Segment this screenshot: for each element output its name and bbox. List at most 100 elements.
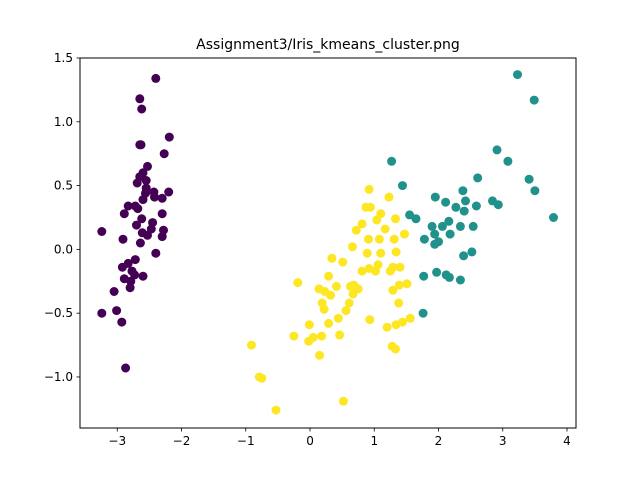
data-point bbox=[402, 279, 412, 289]
data-point bbox=[524, 174, 534, 184]
x-axis: −3 −2 −1 0 1 2 3 4 bbox=[108, 428, 571, 448]
data-point bbox=[373, 260, 383, 270]
data-points bbox=[97, 70, 558, 415]
data-point bbox=[136, 140, 146, 150]
data-point bbox=[143, 230, 152, 240]
data-point bbox=[394, 280, 404, 290]
data-point bbox=[315, 350, 325, 360]
data-point bbox=[132, 220, 141, 230]
y-axis: −1.0 −0.5 0.0 0.5 1.0 1.5 bbox=[44, 51, 80, 384]
data-point bbox=[459, 251, 469, 261]
data-point bbox=[430, 229, 440, 239]
x-tick-label: 0 bbox=[306, 434, 314, 448]
data-point bbox=[137, 104, 147, 114]
data-point bbox=[461, 196, 470, 206]
data-point bbox=[164, 187, 174, 197]
data-point bbox=[380, 224, 390, 234]
data-point bbox=[444, 272, 454, 282]
data-point bbox=[304, 336, 314, 346]
data-point bbox=[445, 229, 455, 239]
data-point bbox=[357, 219, 367, 229]
data-point bbox=[138, 271, 148, 281]
data-point bbox=[382, 322, 392, 332]
data-point bbox=[427, 221, 437, 231]
data-point bbox=[118, 234, 128, 244]
data-point bbox=[384, 192, 394, 202]
data-point bbox=[530, 186, 540, 196]
data-point bbox=[327, 253, 337, 263]
x-tick-label: 3 bbox=[499, 434, 507, 448]
data-point bbox=[471, 201, 481, 211]
y-tick-label: 1.5 bbox=[54, 51, 73, 65]
data-point bbox=[159, 149, 169, 159]
data-point bbox=[492, 145, 502, 155]
data-point bbox=[130, 255, 140, 265]
data-point bbox=[391, 247, 401, 257]
data-point bbox=[388, 285, 398, 295]
data-point bbox=[143, 161, 152, 171]
data-point bbox=[335, 330, 345, 340]
data-point bbox=[376, 248, 386, 258]
data-point bbox=[348, 289, 358, 299]
data-point bbox=[338, 257, 348, 267]
data-point bbox=[362, 248, 372, 258]
data-point bbox=[257, 373, 267, 383]
data-point bbox=[411, 214, 421, 224]
data-point bbox=[138, 195, 148, 205]
x-tick-label: 1 bbox=[370, 434, 378, 448]
data-point bbox=[391, 320, 401, 330]
data-point bbox=[430, 239, 440, 249]
data-point bbox=[271, 405, 281, 415]
data-point bbox=[135, 238, 145, 248]
chart-title: Assignment3/Iris_kmeans_cluster.png bbox=[196, 37, 460, 53]
data-point bbox=[132, 178, 142, 188]
data-point bbox=[135, 94, 145, 104]
data-point bbox=[117, 317, 127, 327]
data-point bbox=[97, 308, 107, 318]
y-tick-label: −1.0 bbox=[44, 370, 73, 384]
data-point bbox=[365, 315, 375, 325]
data-point bbox=[444, 216, 454, 226]
data-point bbox=[430, 192, 440, 202]
y-tick-label: 0.5 bbox=[54, 179, 73, 193]
data-point bbox=[503, 156, 513, 166]
data-point bbox=[361, 202, 371, 212]
data-point bbox=[391, 214, 400, 224]
data-point bbox=[346, 281, 355, 291]
data-point bbox=[338, 396, 348, 406]
data-point bbox=[395, 262, 405, 272]
y-tick-label: −0.5 bbox=[44, 306, 73, 320]
plot-frame bbox=[79, 57, 577, 429]
data-point bbox=[432, 267, 442, 277]
data-point bbox=[121, 363, 131, 373]
data-point bbox=[405, 313, 415, 323]
data-point bbox=[364, 234, 373, 244]
data-point bbox=[419, 271, 429, 281]
data-point bbox=[151, 73, 161, 83]
data-point bbox=[441, 197, 451, 207]
data-point bbox=[331, 281, 341, 291]
data-point bbox=[304, 320, 314, 330]
data-point bbox=[394, 298, 404, 308]
data-point bbox=[437, 221, 447, 231]
data-point bbox=[549, 213, 558, 222]
data-point bbox=[374, 234, 384, 244]
data-point bbox=[119, 209, 129, 219]
data-point bbox=[341, 306, 351, 316]
data-point bbox=[157, 209, 167, 219]
data-point bbox=[317, 331, 327, 341]
data-point bbox=[157, 232, 167, 242]
data-point bbox=[112, 306, 122, 316]
data-point bbox=[326, 290, 336, 300]
data-point bbox=[418, 308, 428, 318]
data-point bbox=[391, 344, 400, 354]
data-point bbox=[468, 221, 478, 231]
y-tick-label: 0.0 bbox=[54, 242, 73, 256]
data-point bbox=[459, 206, 469, 216]
data-point bbox=[141, 176, 151, 185]
data-point bbox=[293, 278, 303, 288]
data-point bbox=[493, 200, 503, 210]
data-point bbox=[109, 287, 119, 296]
